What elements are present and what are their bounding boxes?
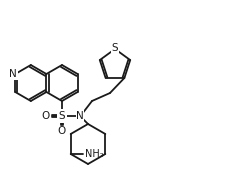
Text: O: O [58, 126, 66, 136]
Text: N: N [76, 111, 84, 121]
Text: O: O [42, 111, 50, 121]
Text: NH₂: NH₂ [84, 149, 103, 159]
Text: N: N [9, 69, 17, 79]
Text: S: S [111, 43, 118, 53]
Text: S: S [58, 111, 65, 121]
